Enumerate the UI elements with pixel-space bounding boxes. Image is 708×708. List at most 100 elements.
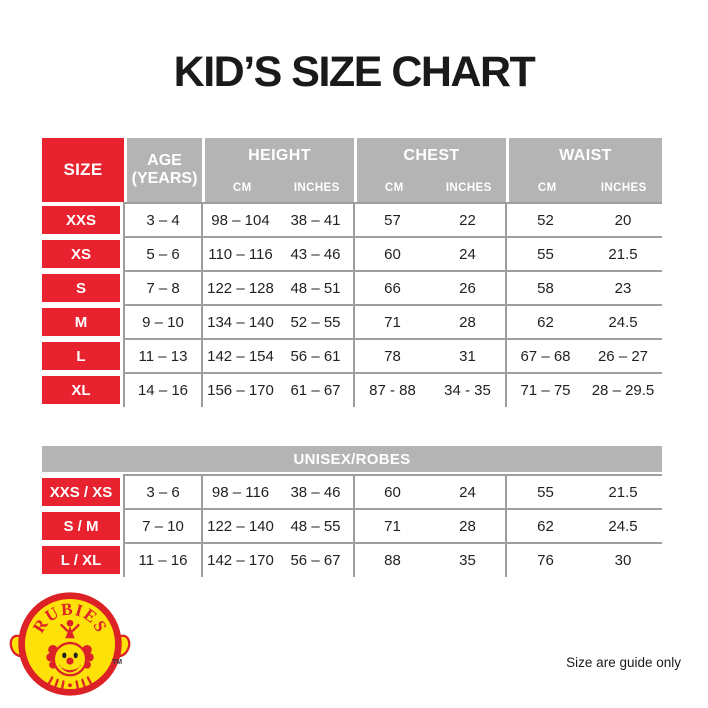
age-cell: 5 – 6 bbox=[123, 236, 202, 271]
age-column-header: AGE (YEARS) bbox=[127, 138, 202, 202]
chest-group-label: CHEST bbox=[403, 147, 460, 164]
waist-cm-cell: 62 bbox=[505, 304, 584, 339]
unisex-robes-table: XXS / XS 3 – 6 98 – 116 38 – 46 60 24 55… bbox=[42, 474, 662, 577]
table-row: M 9 – 10 134 – 140 52 – 55 71 28 62 24.5 bbox=[42, 304, 662, 339]
waist-group-label: WAIST bbox=[559, 147, 612, 164]
height-inches-cell: 56 – 61 bbox=[278, 338, 354, 373]
size-badge: XXS bbox=[42, 206, 120, 234]
size-badge: XS bbox=[42, 240, 120, 268]
height-inches-cell: 38 – 46 bbox=[278, 474, 354, 509]
kids-size-table-section: SIZE AGE (YEARS) HEIGHT CM INCHES CHEST … bbox=[42, 138, 662, 407]
waist-cm-cell: 67 – 68 bbox=[505, 338, 584, 373]
table-row: S / M 7 – 10 122 – 140 48 – 55 71 28 62 … bbox=[42, 508, 662, 543]
waist-inches-cell: 20 bbox=[584, 202, 662, 237]
table-row: XXS / XS 3 – 6 98 – 116 38 – 46 60 24 55… bbox=[42, 474, 662, 509]
height-inches-cell: 38 – 41 bbox=[278, 202, 354, 237]
height-cm-cell: 98 – 116 bbox=[201, 474, 278, 509]
height-inches-subheader: INCHES bbox=[293, 182, 340, 194]
waist-cm-subheader: CM bbox=[537, 182, 557, 194]
table-row: L 11 – 13 142 – 154 56 – 61 78 31 67 – 6… bbox=[42, 338, 662, 373]
waist-inches-cell: 24.5 bbox=[584, 304, 662, 339]
waist-column-header: WAIST CM INCHES bbox=[509, 138, 662, 202]
age-cell: 7 – 8 bbox=[123, 270, 202, 305]
height-cm-cell: 142 – 170 bbox=[201, 542, 278, 577]
page-title: KID’S SIZE CHART bbox=[173, 48, 536, 96]
table-header: SIZE AGE (YEARS) HEIGHT CM INCHES CHEST … bbox=[42, 138, 662, 202]
table-row: XS 5 – 6 110 – 116 43 – 46 60 24 55 21.5 bbox=[42, 236, 662, 271]
size-cell: XXS / XS bbox=[42, 475, 124, 509]
size-cell: L bbox=[42, 339, 124, 373]
trademark-symbol: TM bbox=[112, 659, 123, 666]
height-inches-cell: 48 – 51 bbox=[278, 270, 354, 305]
age-cell: 14 – 16 bbox=[123, 372, 202, 407]
chest-subheaders: CM INCHES bbox=[357, 182, 506, 194]
size-column-header: SIZE bbox=[42, 138, 124, 202]
size-badge: XXS / XS bbox=[42, 478, 120, 506]
chest-inches-cell: 28 bbox=[430, 304, 506, 339]
age-cell: 11 – 16 bbox=[123, 542, 202, 577]
waist-cm-cell: 71 – 75 bbox=[505, 372, 584, 407]
size-badge: M bbox=[42, 308, 120, 336]
table-row: L / XL 11 – 16 142 – 170 56 – 67 88 35 7… bbox=[42, 542, 662, 577]
chest-cm-cell: 60 bbox=[353, 474, 430, 509]
chest-inches-cell: 34 - 35 bbox=[430, 372, 506, 407]
size-badge: XL bbox=[42, 376, 120, 404]
kids-size-table: XXS 3 – 4 98 – 104 38 – 41 57 22 52 20 X… bbox=[42, 202, 662, 407]
chest-column-header: CHEST CM INCHES bbox=[357, 138, 506, 202]
chest-cm-cell: 66 bbox=[353, 270, 430, 305]
size-cell: S / M bbox=[42, 509, 124, 543]
height-inches-cell: 48 – 55 bbox=[278, 508, 354, 543]
waist-inches-cell: 26 – 27 bbox=[584, 338, 662, 373]
waist-inches-cell: 21.5 bbox=[584, 474, 662, 509]
rubies-logo: RUBIES TM bbox=[9, 589, 131, 699]
unisex-robes-section: UNISEX/ROBES XXS / XS 3 – 6 98 – 116 38 … bbox=[42, 446, 662, 577]
table-row: S 7 – 8 122 – 128 48 – 51 66 26 58 23 bbox=[42, 270, 662, 305]
age-cell: 11 – 13 bbox=[123, 338, 202, 373]
size-cell: S bbox=[42, 271, 124, 305]
size-cell: XXS bbox=[42, 203, 124, 237]
waist-subheaders: CM INCHES bbox=[509, 182, 662, 194]
height-cm-cell: 142 – 154 bbox=[201, 338, 278, 373]
waist-cm-cell: 55 bbox=[505, 474, 584, 509]
height-cm-cell: 98 – 104 bbox=[201, 202, 278, 237]
height-cm-cell: 110 – 116 bbox=[201, 236, 278, 271]
waist-inches-cell: 24.5 bbox=[584, 508, 662, 543]
chest-cm-subheader: CM bbox=[384, 182, 404, 194]
chest-cm-cell: 78 bbox=[353, 338, 430, 373]
height-cm-cell: 122 – 140 bbox=[201, 508, 278, 543]
size-cell: M bbox=[42, 305, 124, 339]
height-inches-cell: 43 – 46 bbox=[278, 236, 354, 271]
chest-inches-cell: 24 bbox=[430, 236, 506, 271]
chest-inches-cell: 35 bbox=[430, 542, 506, 577]
age-cell: 3 – 4 bbox=[123, 202, 202, 237]
waist-inches-cell: 23 bbox=[584, 270, 662, 305]
chest-cm-cell: 57 bbox=[353, 202, 430, 237]
chest-inches-subheader: INCHES bbox=[445, 182, 492, 194]
height-cm-cell: 134 – 140 bbox=[201, 304, 278, 339]
waist-inches-cell: 30 bbox=[584, 542, 662, 577]
height-cm-subheader: CM bbox=[232, 182, 252, 194]
chest-cm-cell: 87 - 88 bbox=[353, 372, 430, 407]
size-badge: S / M bbox=[42, 512, 120, 540]
waist-inches-cell: 21.5 bbox=[584, 236, 662, 271]
waist-inches-cell: 28 – 29.5 bbox=[584, 372, 662, 407]
chest-inches-cell: 24 bbox=[430, 474, 506, 509]
unisex-robes-header: UNISEX/ROBES bbox=[42, 446, 662, 472]
waist-cm-cell: 52 bbox=[505, 202, 584, 237]
chest-cm-cell: 60 bbox=[353, 236, 430, 271]
age-cell: 9 – 10 bbox=[123, 304, 202, 339]
height-inches-cell: 56 – 67 bbox=[278, 542, 354, 577]
rubies-logo-icon: RUBIES bbox=[9, 592, 131, 696]
size-badge: L bbox=[42, 342, 120, 370]
height-group-label: HEIGHT bbox=[248, 147, 311, 164]
chest-inches-cell: 31 bbox=[430, 338, 506, 373]
waist-cm-cell: 76 bbox=[505, 542, 584, 577]
chest-inches-cell: 22 bbox=[430, 202, 506, 237]
height-column-header: HEIGHT CM INCHES bbox=[205, 138, 354, 202]
size-badge: L / XL bbox=[42, 546, 120, 574]
waist-inches-subheader: INCHES bbox=[600, 182, 647, 194]
size-badge: S bbox=[42, 274, 120, 302]
height-cm-cell: 156 – 170 bbox=[201, 372, 278, 407]
age-cell: 7 – 10 bbox=[123, 508, 202, 543]
height-inches-cell: 61 – 67 bbox=[278, 372, 354, 407]
